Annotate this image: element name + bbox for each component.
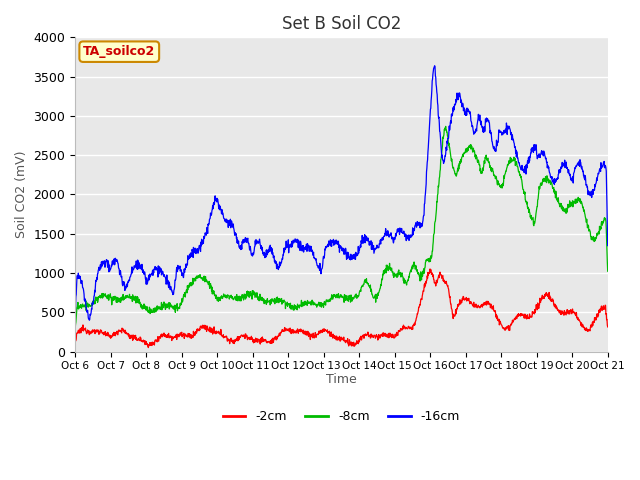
Title: Set B Soil CO2: Set B Soil CO2	[282, 15, 401, 33]
Y-axis label: Soil CO2 (mV): Soil CO2 (mV)	[15, 151, 28, 238]
Legend: -2cm, -8cm, -16cm: -2cm, -8cm, -16cm	[218, 405, 465, 428]
Text: TA_soilco2: TA_soilco2	[83, 45, 156, 58]
X-axis label: Time: Time	[326, 372, 356, 385]
